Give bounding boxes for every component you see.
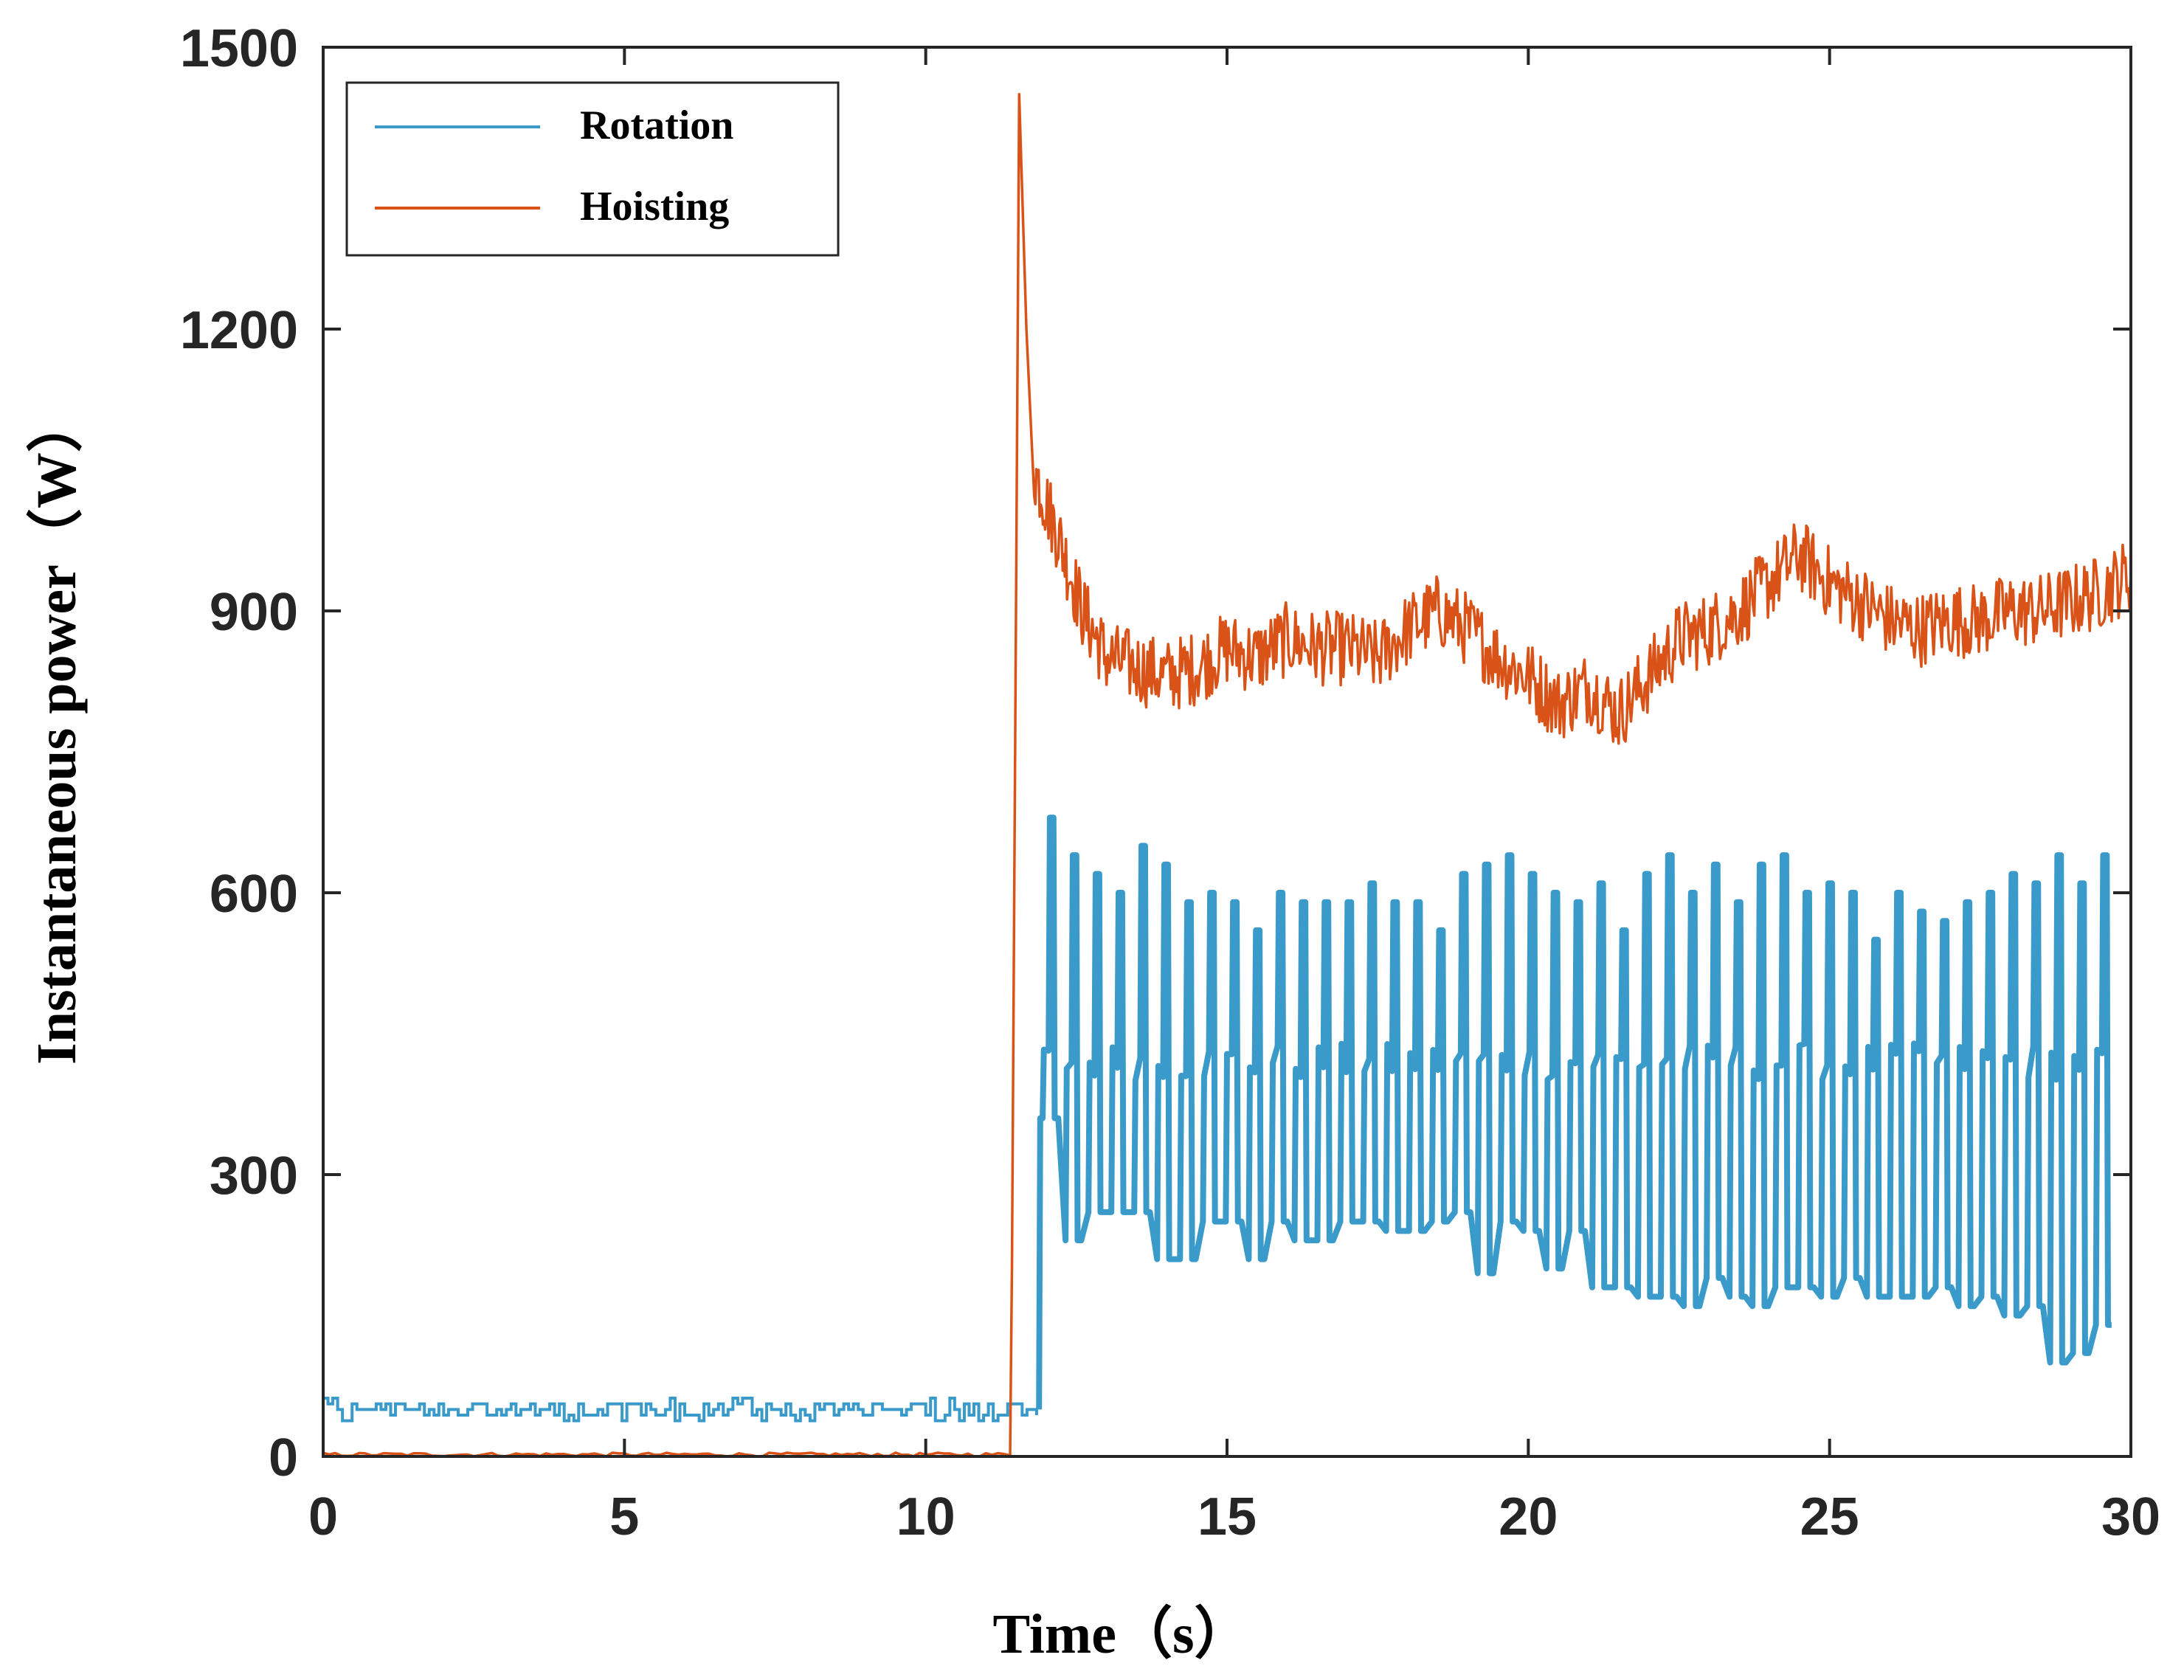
y-tick-label: 300 — [210, 1147, 298, 1206]
y-tick-label: 900 — [210, 583, 298, 642]
y-axis-title: Instantaneous power（W） — [26, 396, 88, 1065]
y-tick-label: 1500 — [180, 19, 298, 78]
y-axis-ticks: 0 300 600 900 1200 1500 — [180, 19, 2131, 1487]
x-tick-label: 10 — [896, 1487, 956, 1546]
rotation-active-line — [1036, 815, 2112, 1410]
rotation-series — [322, 815, 2112, 1423]
x-tick-label: 20 — [1499, 1487, 1558, 1546]
legend-box — [345, 81, 840, 257]
legend-label-rotation: Rotation — [580, 103, 733, 148]
hoisting-series — [322, 92, 2132, 1458]
x-tick-label: 5 — [609, 1487, 639, 1546]
legend-label-hoisting: Hoisting — [580, 184, 729, 229]
plot-area — [322, 92, 2132, 1458]
y-tick-label: 0 — [269, 1428, 298, 1487]
legend: Rotation Hoisting — [345, 81, 840, 257]
x-axis-title: Time（s） — [992, 1603, 1250, 1665]
x-tick-label: 30 — [2101, 1487, 2160, 1546]
x-tick-label: 25 — [1800, 1487, 1859, 1546]
x-tick-label: 0 — [308, 1487, 338, 1546]
y-tick-label: 600 — [210, 865, 298, 924]
x-tick-label: 15 — [1198, 1487, 1257, 1546]
x-axis-ticks: 0 5 10 15 20 25 30 — [308, 47, 2160, 1546]
rotation-baseline-line — [322, 1397, 1038, 1423]
y-tick-label: 1200 — [180, 301, 298, 360]
hoisting-line — [322, 92, 2132, 1458]
